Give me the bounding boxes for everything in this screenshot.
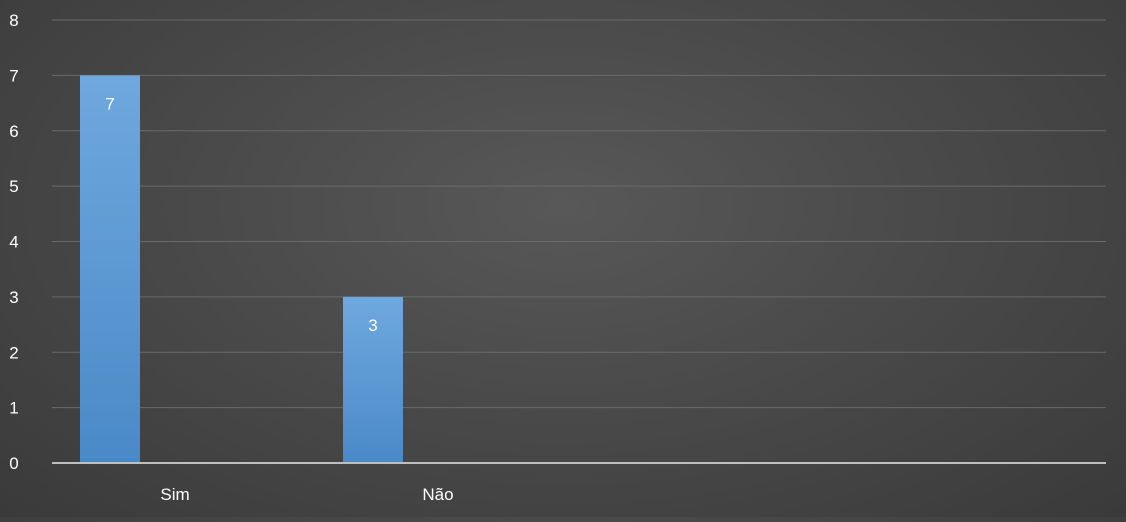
data-labels: 73 [105, 94, 377, 335]
grid-lines [52, 19, 1106, 409]
y-axis-ticks: 0 1 2 3 4 5 6 7 8 [9, 11, 18, 473]
y-tick-label: 6 [9, 122, 18, 141]
x-axis-ticks: Sim Não [160, 485, 453, 504]
y-tick-label: 1 [9, 399, 18, 418]
bars [80, 75, 403, 463]
data-label: 3 [368, 316, 377, 335]
y-tick-label: 8 [9, 11, 18, 30]
y-tick-label: 0 [9, 454, 18, 473]
y-tick-label: 3 [9, 288, 18, 307]
x-tick-label: Não [422, 485, 453, 504]
y-tick-label: 2 [9, 343, 18, 362]
y-tick-label: 7 [9, 66, 18, 85]
bar-não [343, 296, 403, 463]
y-tick-label: 5 [9, 177, 18, 196]
x-tick-label: Sim [160, 485, 189, 504]
bar-sim [80, 75, 140, 463]
data-label: 7 [105, 94, 114, 113]
y-tick-label: 4 [9, 233, 18, 252]
